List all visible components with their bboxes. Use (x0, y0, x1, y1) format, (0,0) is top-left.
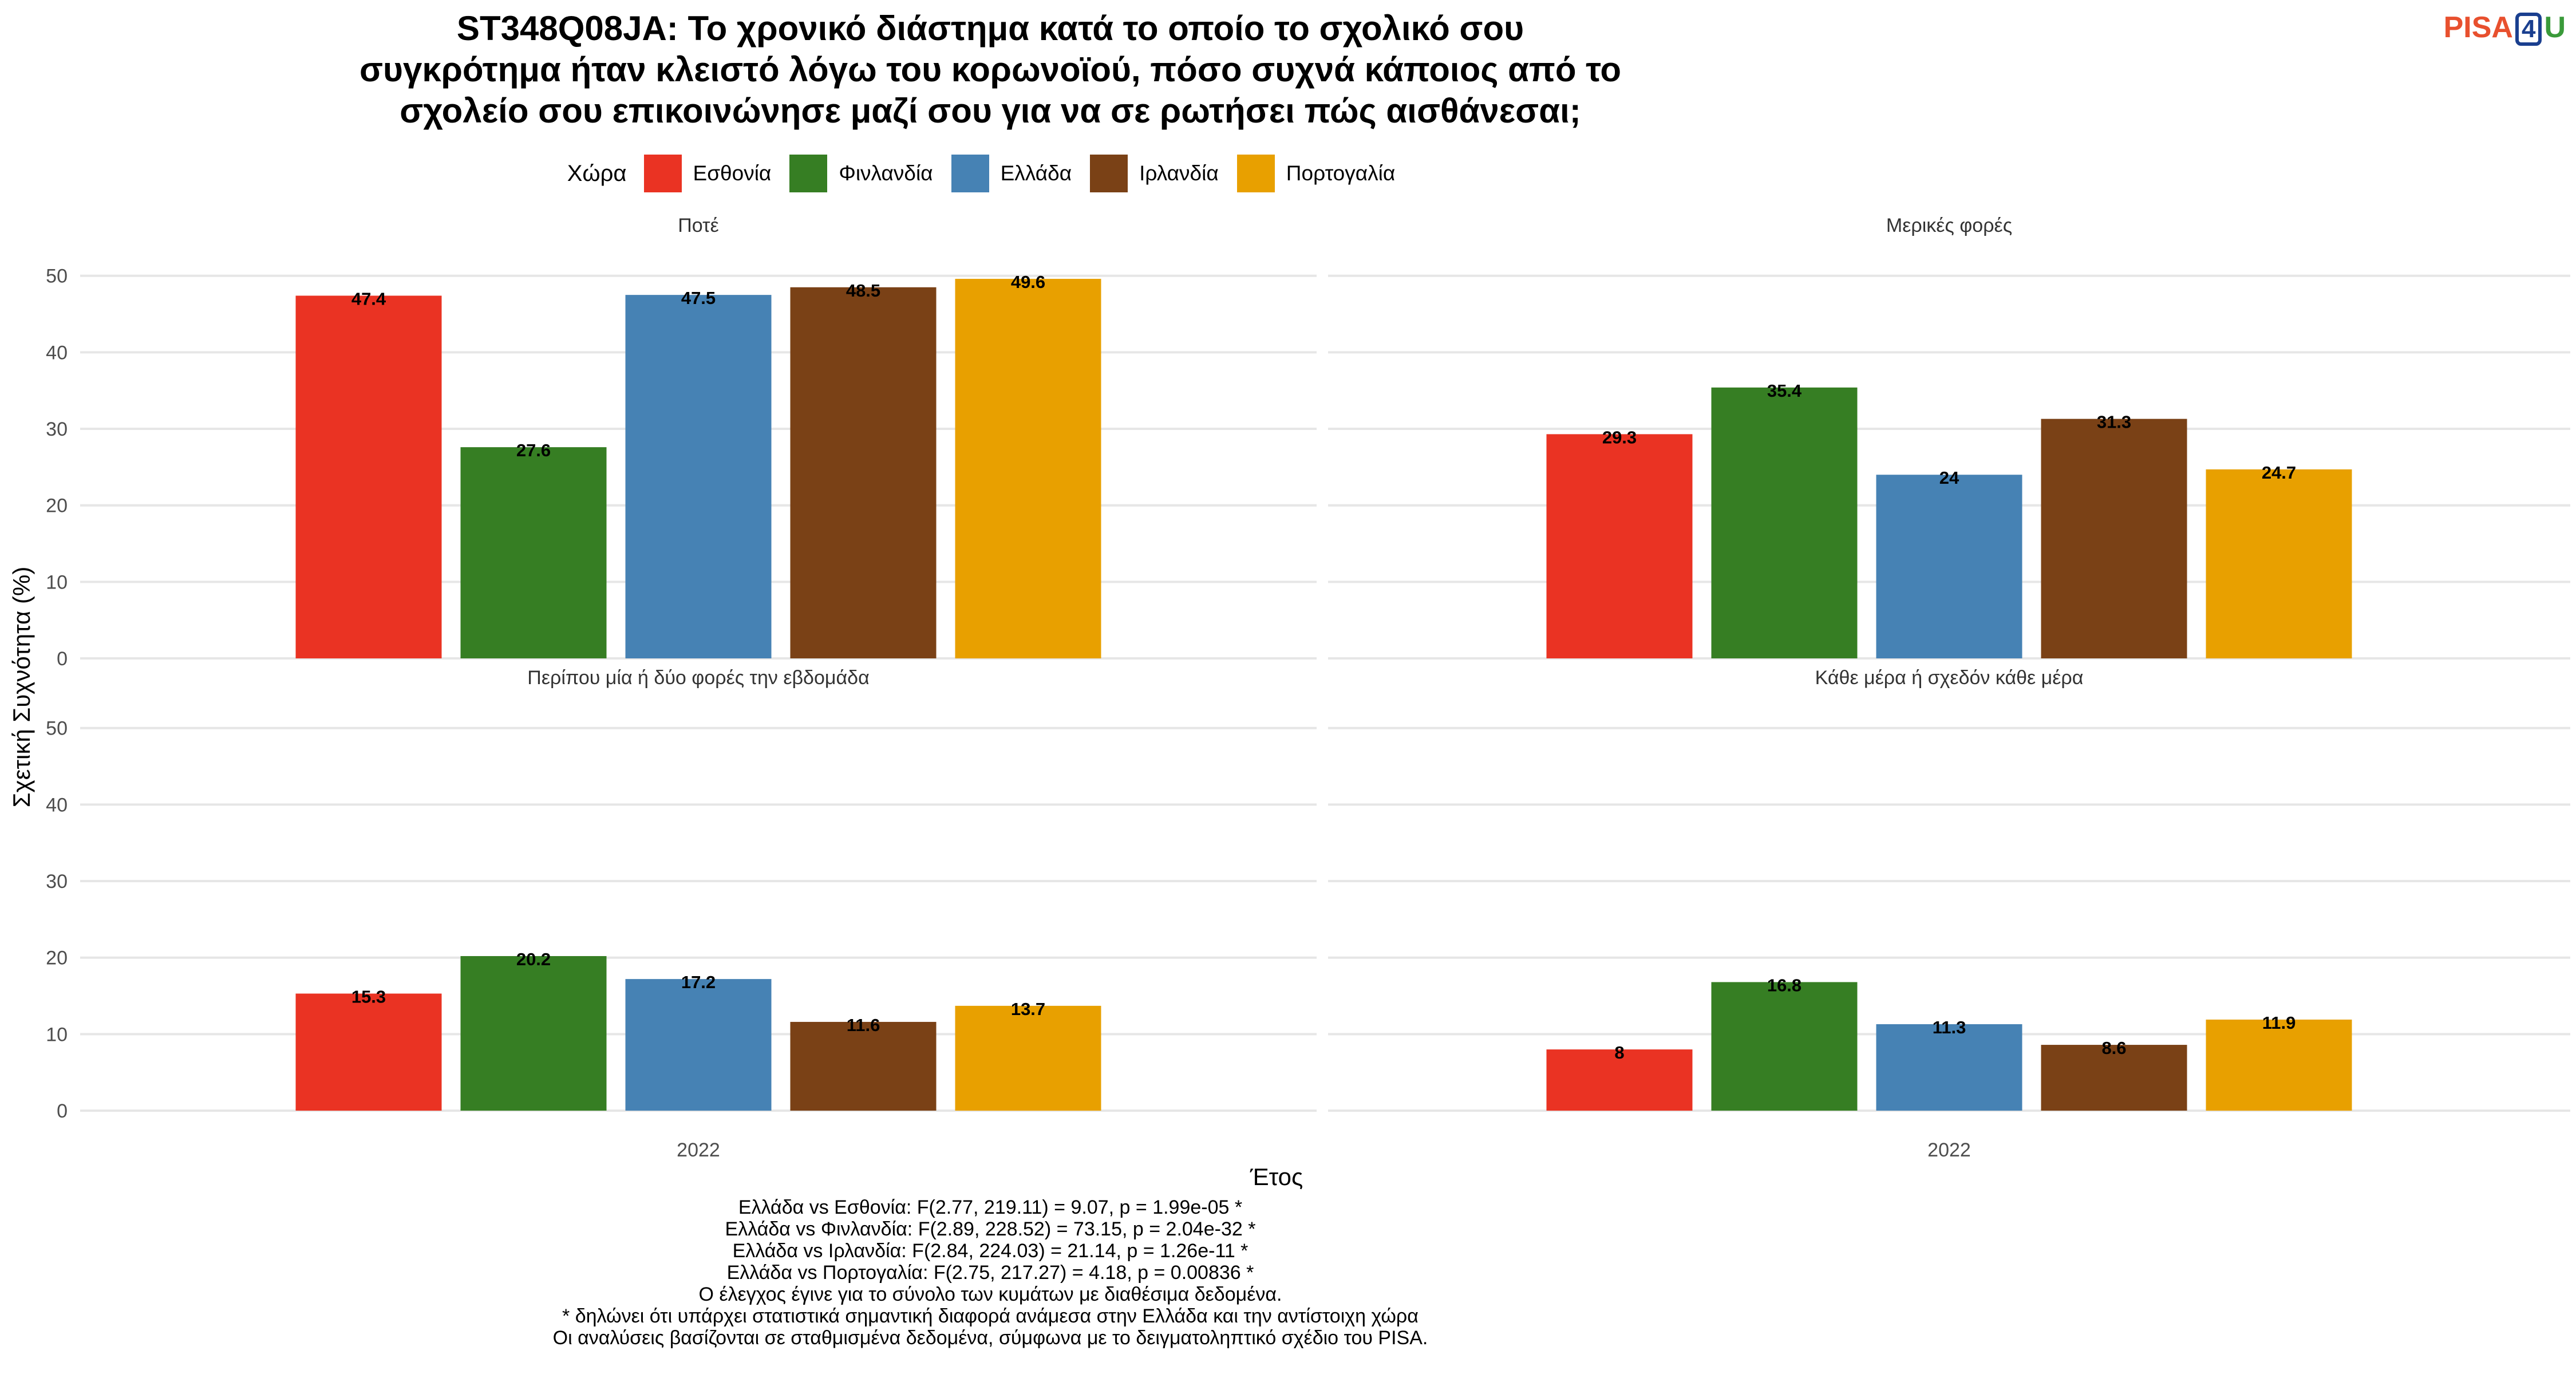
data-label: 29.3 (1602, 427, 1637, 447)
bar (1711, 387, 1858, 658)
data-label: 11.6 (847, 1015, 880, 1035)
legend-label: Ελλάδα (1000, 161, 1072, 185)
legend-item: Πορτογαλία (1236, 155, 1396, 192)
facet-label: Περίπου μία ή δύο φορές την εβδομάδα (527, 667, 869, 689)
data-label: 24.7 (2262, 463, 2296, 483)
y-tick-label: 10 (46, 571, 68, 593)
data-label: 15.3 (351, 987, 386, 1007)
facet-label: Κάθε μέρα ή σχεδόν κάθε μέρα (1815, 667, 2084, 689)
y-tick-label: 50 (46, 266, 68, 287)
facet-label: Μερικές φορές (1886, 215, 2012, 236)
legend-swatch (1236, 155, 1275, 192)
chart-title: ST348Q08JA: Το χρονικό διάστημα κατά το … (0, 8, 1981, 132)
footer-notes: Ελλάδα vs Εσθονία: F(2.77, 219.11) = 9.0… (0, 1197, 1981, 1349)
y-tick-label: 40 (46, 794, 68, 816)
legend-item: Φινλανδία (789, 155, 933, 192)
title-line: συγκρότημα ήταν κλειστό λόγω του κορωνοϊ… (359, 50, 1621, 89)
legend-item: Ιρλανδία (1090, 155, 1219, 192)
bar (790, 287, 937, 659)
legend-swatch (1090, 155, 1128, 192)
x-tick-label: 2022 (1927, 1139, 1971, 1161)
footer-line: Ελλάδα vs Εσθονία: F(2.77, 219.11) = 9.0… (738, 1197, 1243, 1218)
bar (790, 1021, 937, 1111)
data-label: 16.8 (1767, 975, 1801, 995)
bar (625, 979, 772, 1111)
facet-label: Ποτέ (678, 215, 719, 236)
y-tick-label: 50 (46, 718, 68, 740)
bar (955, 279, 1101, 659)
legend-item: Εσθονία (643, 155, 772, 192)
y-tick-label: 40 (46, 342, 68, 364)
y-tick-label: 20 (46, 495, 68, 517)
bar (955, 1005, 1101, 1111)
bar (1876, 475, 2022, 658)
data-label: 8 (1614, 1043, 1624, 1063)
bar (625, 295, 772, 658)
y-tick-label: 10 (46, 1024, 68, 1045)
y-tick-label: 0 (57, 1100, 68, 1122)
data-label: 27.6 (516, 440, 551, 460)
y-tick-label: 30 (46, 871, 68, 893)
footer-line: * δηλώνει ότι υπάρχει στατιστικά σημαντι… (562, 1305, 1419, 1327)
data-label: 35.4 (1767, 381, 1802, 401)
data-label: 24 (1939, 468, 1959, 488)
bar (1876, 1024, 2022, 1111)
pisa4u-logo: PISA 4 U (2444, 10, 2566, 46)
footer-line: Οι αναλύσεις βασίζονται σε σταθμισμένα δ… (552, 1327, 1428, 1349)
bar (1711, 982, 1858, 1111)
x-axis-title: Έτος (1250, 1163, 1303, 1190)
legend-swatch (643, 155, 682, 192)
bar (2041, 418, 2187, 658)
legend-swatch (789, 155, 828, 192)
footer-line: Ελλάδα vs Πορτογαλία: F(2.75, 217.27) = … (726, 1262, 1254, 1284)
logo-text-pisa: PISA (2443, 11, 2513, 44)
data-label: 17.2 (681, 972, 716, 992)
footer-line: Ελλάδα vs Ιρλανδία: F(2.84, 224.03) = 21… (732, 1240, 1249, 1262)
bar (2206, 1019, 2352, 1111)
bar (1546, 1049, 1693, 1111)
legend-label: Ιρλανδία (1139, 161, 1219, 185)
data-label: 13.7 (1011, 999, 1045, 1019)
y-tick-label: 0 (57, 648, 68, 670)
legend-swatch (951, 155, 989, 192)
bar (1546, 434, 1693, 658)
data-label: 48.5 (846, 281, 880, 301)
data-label: 11.9 (2262, 1013, 2296, 1033)
legend-label: Πορτογαλία (1286, 161, 1396, 185)
legend: Χώρα Εσθονία Φινλανδία Ελλάδα Ιρλανδία Π… (0, 155, 1981, 192)
title-line: σχολείο σου επικοινώνησε μαζί σου για να… (400, 92, 1581, 130)
legend-title: Χώρα (567, 160, 627, 186)
bar (2041, 1045, 2187, 1111)
y-tick-label: 30 (46, 418, 68, 440)
data-label: 49.6 (1011, 272, 1045, 292)
logo-text-4: 4 (2515, 13, 2542, 46)
y-axis-title: Σχετική Συχνότητα (%) (8, 567, 35, 808)
bar (460, 956, 607, 1111)
bar (2206, 469, 2352, 658)
data-label: 11.3 (1933, 1017, 1966, 1037)
title-line: ST348Q08JA: Το χρονικό διάστημα κατά το … (456, 9, 1524, 48)
bar (295, 295, 442, 658)
legend-label: Εσθονία (693, 161, 772, 185)
y-tick-label: 20 (46, 947, 68, 969)
legend-item: Ελλάδα (951, 155, 1072, 192)
bar (295, 993, 442, 1111)
data-label: 47.5 (681, 288, 716, 308)
data-label: 8.6 (2101, 1038, 2126, 1058)
data-label: 31.3 (2097, 412, 2131, 432)
data-label: 47.4 (351, 289, 386, 309)
bar (460, 447, 607, 658)
x-tick-label: 2022 (677, 1139, 720, 1161)
footer-line: Ο έλεγχος έγινε για το σύνολο των κυμάτω… (698, 1284, 1282, 1305)
legend-label: Φινλανδία (839, 161, 933, 185)
data-label: 20.2 (516, 949, 551, 969)
footer-line: Ελλάδα vs Φινλανδία: F(2.89, 228.52) = 7… (725, 1218, 1256, 1240)
logo-text-u: U (2544, 11, 2566, 44)
